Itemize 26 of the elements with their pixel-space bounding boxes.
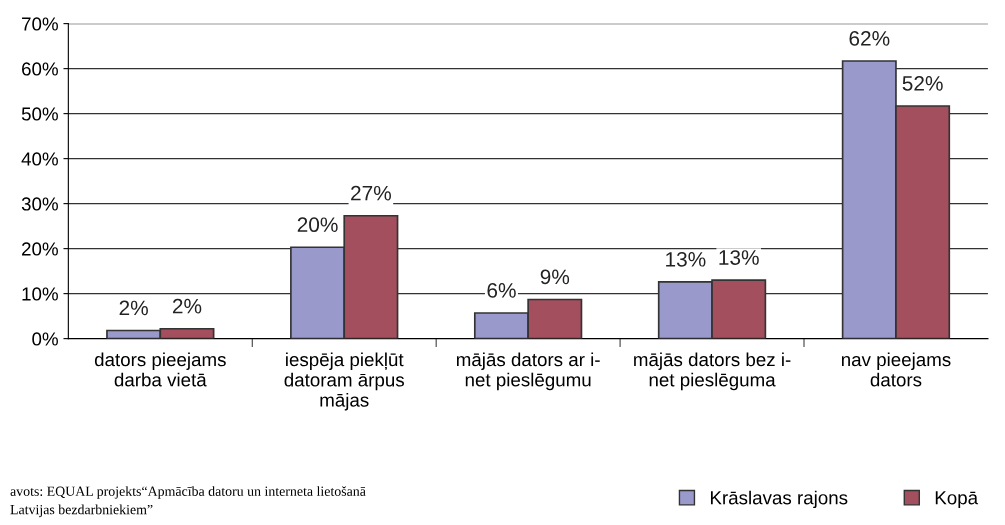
x-tick-label: nav pieejams dators bbox=[841, 352, 951, 387]
y-tick-label: 40% bbox=[21, 152, 58, 166]
y-tick-label: 60% bbox=[22, 62, 58, 76]
legend-label: Krāslavas rajons bbox=[710, 490, 848, 509]
x-tick-label: mājās dators ar i- net pieslēgumu bbox=[456, 352, 600, 391]
legend-label: Kopā bbox=[935, 491, 979, 509]
data-label: 9% bbox=[540, 269, 570, 285]
x-tick-label: mājās dators bez i- net pieslēguma bbox=[634, 352, 791, 391]
data-label: 27% bbox=[351, 185, 391, 201]
y-tick-label: 20% bbox=[22, 242, 58, 256]
y-tick-label: 10% bbox=[22, 287, 58, 301]
data-label: 13% bbox=[719, 250, 759, 265]
y-tick-label: 0% bbox=[32, 332, 58, 346]
y-tick-label: 50% bbox=[21, 107, 58, 121]
data-label: 13% bbox=[666, 251, 706, 267]
data-label: 52% bbox=[902, 75, 943, 91]
y-tick-label: 30% bbox=[21, 197, 58, 211]
data-label: 2% bbox=[172, 298, 202, 314]
x-tick-label: iespēja piekļūt datoram ārpus mājas bbox=[284, 352, 404, 411]
text: avots: EQUAL projekts“Apmācība datoru un interneta lietošanā Latvijas bezdarbniekiem” bbox=[10, 486, 366, 518]
data-label: 20% bbox=[297, 217, 338, 233]
data-label: 2% bbox=[119, 300, 148, 316]
x-tick-label: dators pieejams darba vietā bbox=[94, 352, 226, 387]
y-tick-label: 70% bbox=[22, 17, 58, 31]
data-label: 62% bbox=[849, 30, 890, 46]
data-label: 6% bbox=[487, 282, 516, 298]
